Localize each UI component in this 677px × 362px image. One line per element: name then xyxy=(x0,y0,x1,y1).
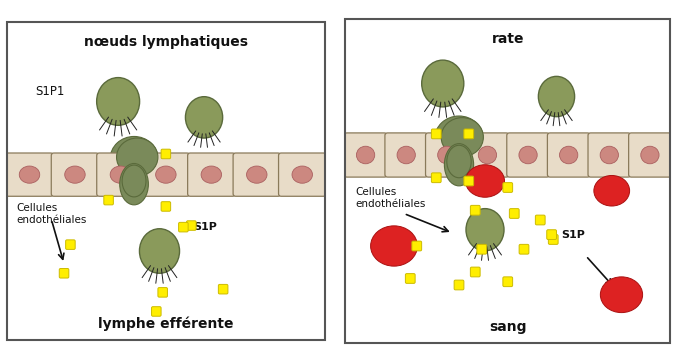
Ellipse shape xyxy=(600,277,642,313)
Text: S1P: S1P xyxy=(561,230,585,240)
Ellipse shape xyxy=(641,146,659,164)
FancyBboxPatch shape xyxy=(188,153,235,196)
Text: Cellules
endothéliales: Cellules endothéliales xyxy=(16,203,87,225)
Ellipse shape xyxy=(478,146,497,164)
FancyBboxPatch shape xyxy=(548,235,558,244)
Ellipse shape xyxy=(435,116,483,161)
Ellipse shape xyxy=(19,166,40,183)
Ellipse shape xyxy=(466,165,504,197)
Ellipse shape xyxy=(356,146,375,164)
FancyBboxPatch shape xyxy=(471,267,480,277)
FancyBboxPatch shape xyxy=(60,269,69,278)
FancyBboxPatch shape xyxy=(477,244,487,254)
Ellipse shape xyxy=(370,226,418,266)
FancyBboxPatch shape xyxy=(454,280,464,290)
Text: S1P: S1P xyxy=(193,222,217,232)
FancyBboxPatch shape xyxy=(161,202,171,211)
Ellipse shape xyxy=(560,146,578,164)
Ellipse shape xyxy=(246,166,267,183)
FancyBboxPatch shape xyxy=(104,195,113,205)
Ellipse shape xyxy=(441,118,483,157)
FancyBboxPatch shape xyxy=(431,173,441,182)
Ellipse shape xyxy=(120,164,148,205)
Text: nœuds lymphatiques: nœuds lymphatiques xyxy=(84,35,248,49)
FancyBboxPatch shape xyxy=(503,182,512,192)
Text: lymphe efférente: lymphe efférente xyxy=(98,316,234,331)
Ellipse shape xyxy=(292,166,313,183)
FancyBboxPatch shape xyxy=(115,156,153,194)
Ellipse shape xyxy=(519,146,538,164)
Ellipse shape xyxy=(139,229,179,273)
FancyBboxPatch shape xyxy=(439,135,479,174)
Ellipse shape xyxy=(444,144,474,186)
FancyBboxPatch shape xyxy=(406,274,415,283)
Text: sang: sang xyxy=(489,320,527,334)
FancyBboxPatch shape xyxy=(97,153,144,196)
Ellipse shape xyxy=(110,166,131,183)
FancyBboxPatch shape xyxy=(161,149,171,159)
FancyBboxPatch shape xyxy=(431,129,441,139)
Ellipse shape xyxy=(466,209,504,251)
FancyBboxPatch shape xyxy=(588,133,630,177)
FancyBboxPatch shape xyxy=(509,209,519,218)
FancyBboxPatch shape xyxy=(6,153,53,196)
FancyBboxPatch shape xyxy=(471,205,480,215)
Text: Cellules
endothéliales: Cellules endothéliales xyxy=(355,188,425,209)
FancyBboxPatch shape xyxy=(187,221,196,230)
FancyBboxPatch shape xyxy=(547,230,556,240)
Ellipse shape xyxy=(600,146,619,164)
FancyBboxPatch shape xyxy=(66,240,75,249)
FancyBboxPatch shape xyxy=(233,153,280,196)
Ellipse shape xyxy=(447,145,471,178)
Text: rate: rate xyxy=(492,31,524,46)
Ellipse shape xyxy=(116,138,158,176)
FancyBboxPatch shape xyxy=(426,133,468,177)
FancyBboxPatch shape xyxy=(536,215,545,225)
FancyBboxPatch shape xyxy=(51,153,99,196)
FancyBboxPatch shape xyxy=(629,133,671,177)
Ellipse shape xyxy=(594,176,630,206)
Ellipse shape xyxy=(538,76,575,117)
FancyBboxPatch shape xyxy=(179,222,188,232)
FancyBboxPatch shape xyxy=(464,176,474,186)
FancyBboxPatch shape xyxy=(548,133,590,177)
Ellipse shape xyxy=(201,166,221,183)
Ellipse shape xyxy=(122,165,146,197)
FancyBboxPatch shape xyxy=(503,277,512,287)
FancyBboxPatch shape xyxy=(345,133,387,177)
FancyBboxPatch shape xyxy=(219,285,228,294)
FancyBboxPatch shape xyxy=(278,153,326,196)
FancyBboxPatch shape xyxy=(142,153,190,196)
Ellipse shape xyxy=(437,146,456,164)
Text: S1P1: S1P1 xyxy=(35,85,65,98)
Ellipse shape xyxy=(422,60,464,107)
Ellipse shape xyxy=(97,77,139,125)
FancyBboxPatch shape xyxy=(507,133,549,177)
FancyBboxPatch shape xyxy=(519,244,529,254)
FancyBboxPatch shape xyxy=(152,307,161,316)
Ellipse shape xyxy=(397,146,416,164)
Ellipse shape xyxy=(65,166,85,183)
Ellipse shape xyxy=(156,166,176,183)
Ellipse shape xyxy=(185,97,223,138)
FancyBboxPatch shape xyxy=(385,133,427,177)
FancyBboxPatch shape xyxy=(158,287,167,297)
FancyBboxPatch shape xyxy=(464,129,474,139)
FancyBboxPatch shape xyxy=(466,133,508,177)
Ellipse shape xyxy=(110,136,158,181)
FancyBboxPatch shape xyxy=(412,241,422,251)
